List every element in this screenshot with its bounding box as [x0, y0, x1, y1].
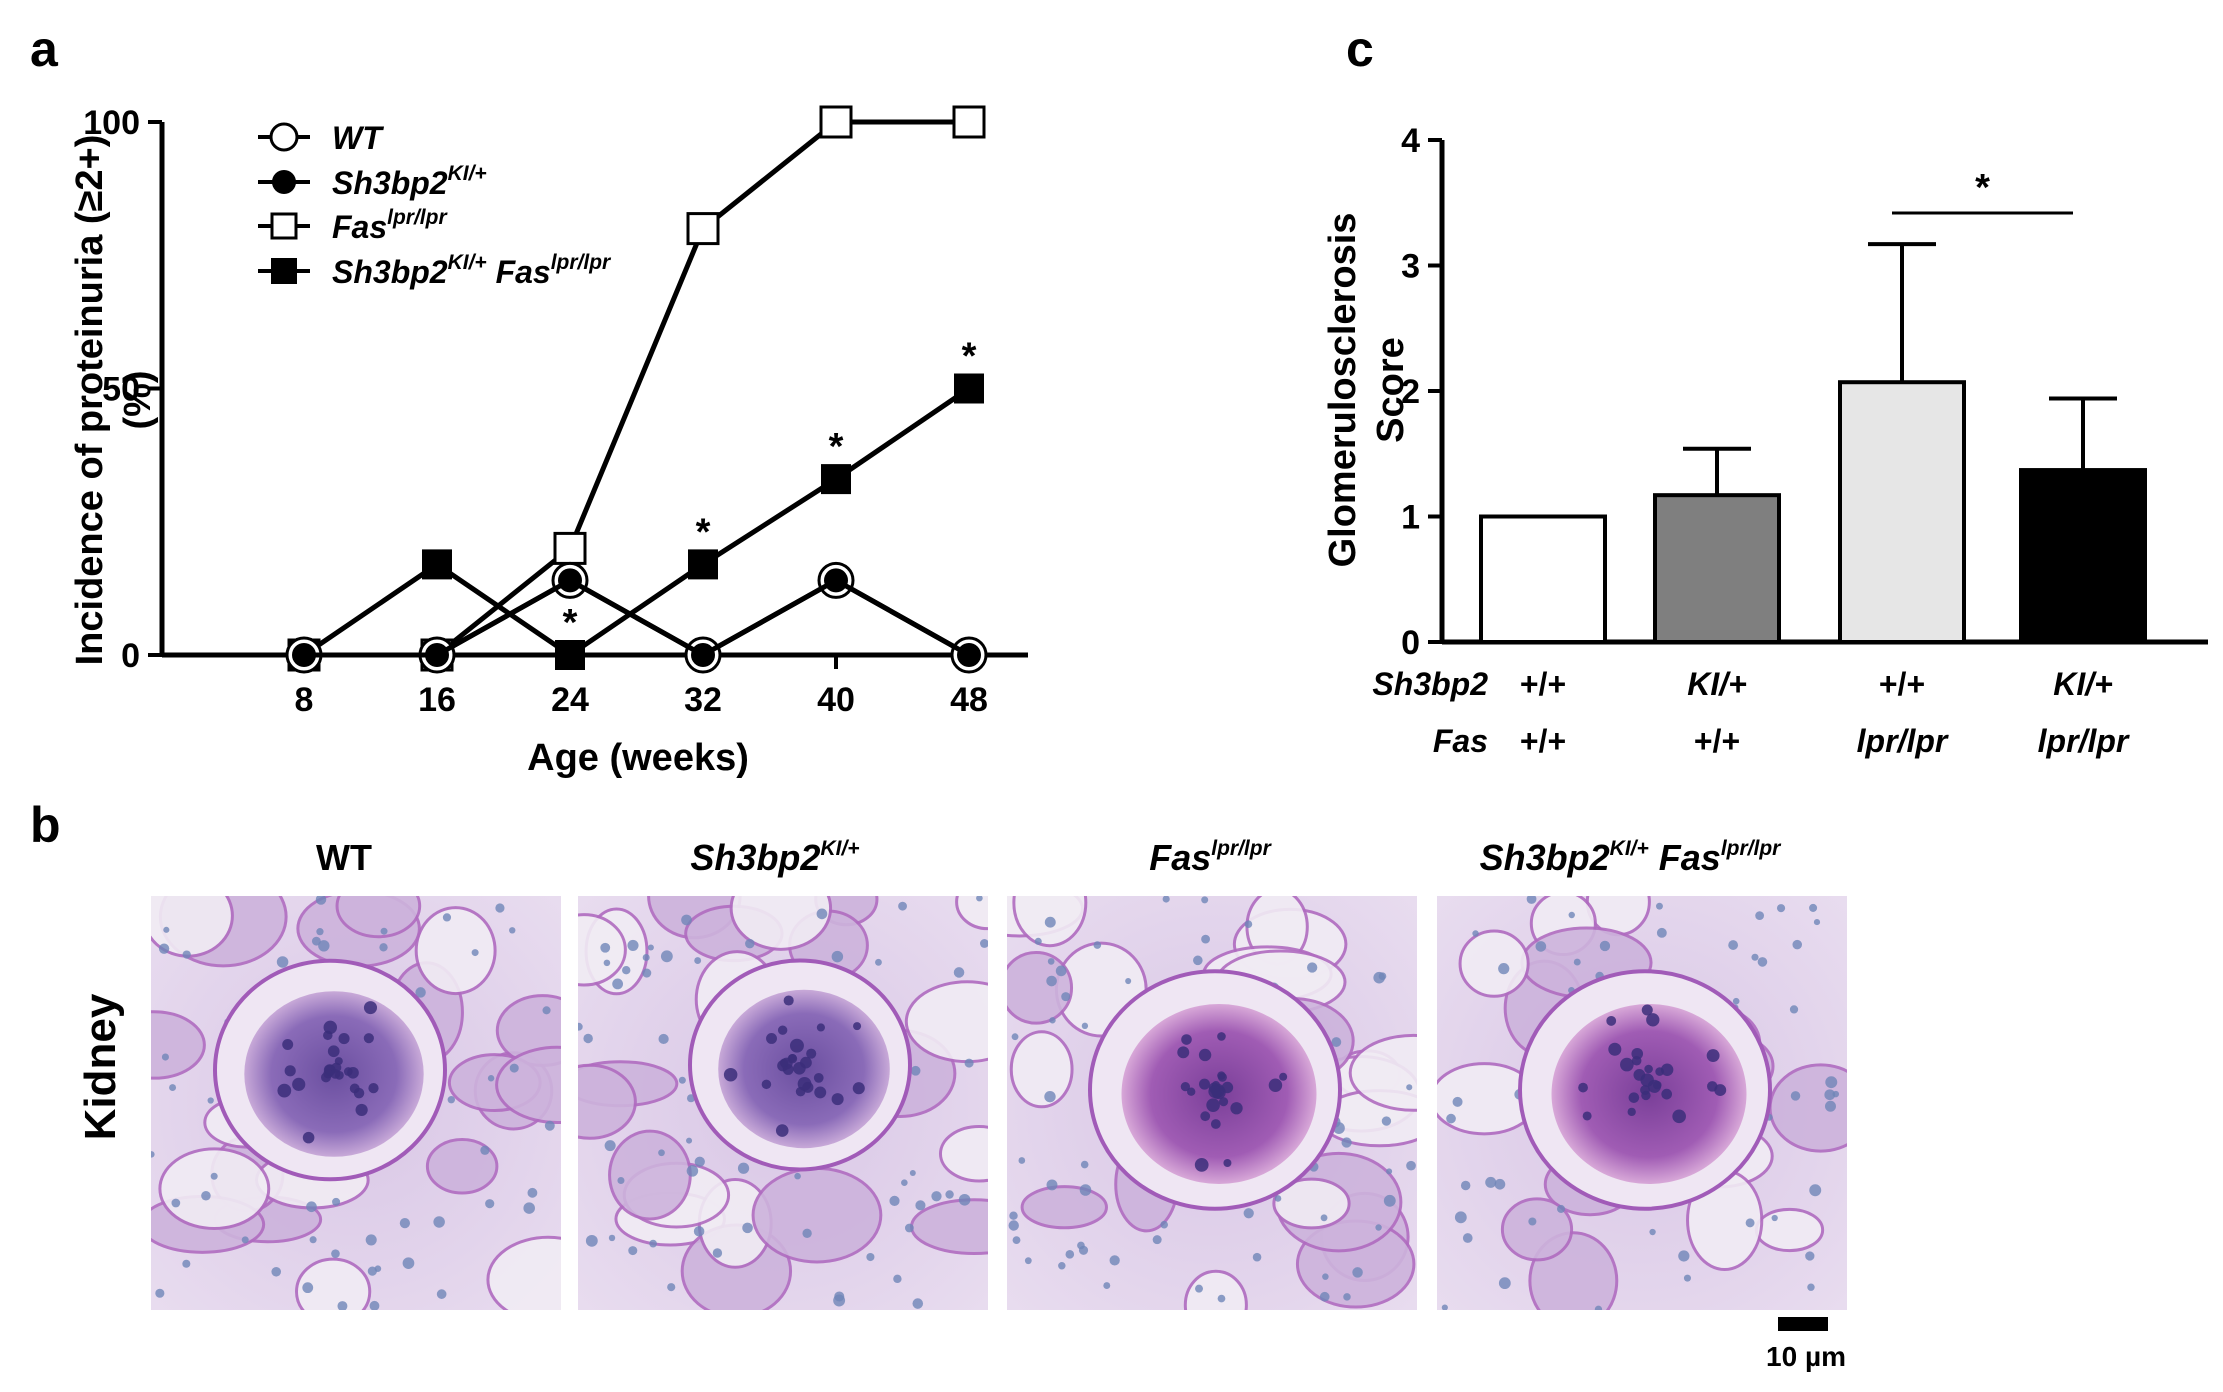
point-fas [819, 105, 853, 139]
group-row-value: +/+ [1694, 723, 1740, 759]
point-ki [691, 643, 715, 667]
panel-letter-a: a [30, 21, 59, 77]
legend-label-fas: Faslpr/lpr [332, 206, 448, 245]
point-ki [824, 568, 848, 593]
group-row-value: KI/+ [2053, 666, 2113, 702]
panel-letter-b: b [30, 797, 61, 853]
chart-a-y-tick-label: 0 [121, 637, 140, 675]
point-ki [957, 643, 981, 667]
chart-a-x-tick-label: 48 [950, 681, 988, 719]
scale-bar-label: 10 µm [1766, 1341, 1846, 1372]
point-ki [558, 568, 582, 593]
legend-item-fas: Faslpr/lpr [258, 206, 448, 245]
chart-a-x-tick-label: 40 [817, 681, 855, 719]
point-kifas [422, 549, 452, 580]
significance-star: * [563, 602, 578, 644]
chart-a-x-tick-label: 24 [551, 681, 589, 719]
micrograph-titles: WT Sh3bp2KI/+ Faslpr/lpr Sh3bp2KI/+ Fasl… [316, 837, 1782, 878]
point-fas [952, 105, 986, 139]
chart-a-x-tick-label: 8 [295, 681, 314, 719]
micrograph-image [151, 896, 561, 1310]
micrograph-image [578, 896, 988, 1310]
bar [1838, 380, 1966, 644]
group-row-value: +/+ [1879, 666, 1925, 702]
chart-a-x-tick-label: 16 [418, 681, 456, 719]
legend-label-kifas: Sh3bp2KI/+ Faslpr/lpr [332, 251, 612, 290]
legend-label-ki: Sh3bp2KI/+ [332, 162, 487, 201]
series-line-ki [304, 577, 971, 658]
group-row-label: Sh3bp2 [1372, 666, 1488, 702]
group-row-value: KI/+ [1687, 666, 1747, 702]
chart-c-y-tick-label: 1 [1401, 499, 1420, 537]
chart-c: 0 1 2 3 4 Glomerulosclerosis Score * Sh3bp2 +… [1322, 122, 2208, 759]
chart-c-y-tick-label: 2 [1401, 373, 1420, 411]
chart-a-x-tick-label: 32 [684, 681, 722, 719]
legend-marker-filled-square [271, 258, 297, 284]
group-row-label: Fas [1433, 723, 1488, 759]
series-line-kifas [302, 386, 971, 659]
series-ki [292, 568, 981, 667]
chart-a-y-tick-label: 100 [83, 104, 140, 142]
scale-bar-line [1778, 1317, 1828, 1331]
point-ki [292, 643, 316, 667]
series-kifas [289, 373, 984, 670]
point-kifas [688, 549, 718, 580]
group-row-value: +/+ [1520, 666, 1566, 702]
micrograph-image [1437, 896, 1847, 1310]
micrograph-images [151, 896, 1847, 1310]
group-row-value: +/+ [1520, 723, 1566, 759]
panel-letter-c: c [1346, 21, 1374, 77]
micrograph-title-ki: Sh3bp2KI/+ [690, 837, 859, 878]
chart-a: 0 50 100 8 16 24 32 40 48 Age (weeks) Incidence… [69, 104, 1028, 779]
bar [1479, 514, 1607, 644]
chart-a-y-tick-label: 50 [102, 371, 140, 409]
point-fas [686, 212, 720, 246]
point-kifas [954, 373, 984, 404]
bar [1653, 493, 1781, 645]
bar [2019, 468, 2147, 644]
chart-c-y-axis-title-2: Score [1370, 337, 1412, 443]
point-fas [553, 531, 587, 565]
chart-a-legend: WT Sh3bp2KI/+ Faslpr/lpr Sh3bp2KI/+ Fasl… [258, 120, 612, 290]
chart-a-y-axis-title-unit: (%) [117, 370, 159, 429]
micrograph-image [1007, 896, 1417, 1310]
point-ki [425, 643, 449, 667]
legend-marker-open-circle [269, 122, 299, 152]
legend-item-kifas: Sh3bp2KI/+ Faslpr/lpr [258, 251, 612, 290]
legend-item-wt: WT [258, 120, 384, 156]
legend-label-wt: WT [332, 120, 384, 156]
scale-bar: 10 µm [1766, 1317, 1846, 1372]
legend-marker-open-square [270, 212, 298, 240]
significance-star: * [1975, 167, 1990, 209]
micrograph-row-label: Kidney [76, 993, 125, 1140]
chart-c-y-tick-label: 4 [1401, 122, 1420, 160]
chart-c-y-axis-title: Glomerulosclerosis [1322, 213, 1364, 568]
micrograph-title-kifas: Sh3bp2KI/+ Faslpr/lpr [1480, 837, 1783, 878]
chart-c-y-tick-label: 3 [1401, 248, 1420, 286]
series-line-fas [304, 119, 969, 658]
chart-a-x-axis-title: Age (weeks) [527, 737, 749, 779]
significance-star: * [829, 426, 844, 468]
micrograph-title-wt: WT [316, 837, 372, 878]
legend-item-ki: Sh3bp2KI/+ [258, 162, 487, 201]
group-row-value: lpr/lpr [1857, 723, 1949, 759]
point-kifas [821, 464, 851, 495]
legend-marker-filled-circle [272, 170, 296, 194]
point-kifas [555, 640, 585, 670]
chart-c-y-tick-label: 0 [1401, 624, 1420, 662]
group-row-value: lpr/lpr [2038, 723, 2130, 759]
chart-a-y-axis-title: Incidence of proteinuria (≥2+) [69, 135, 111, 666]
significance-star: * [962, 336, 977, 378]
micrograph-title-fas: Faslpr/lpr [1149, 837, 1272, 878]
significance-star: * [696, 511, 711, 553]
